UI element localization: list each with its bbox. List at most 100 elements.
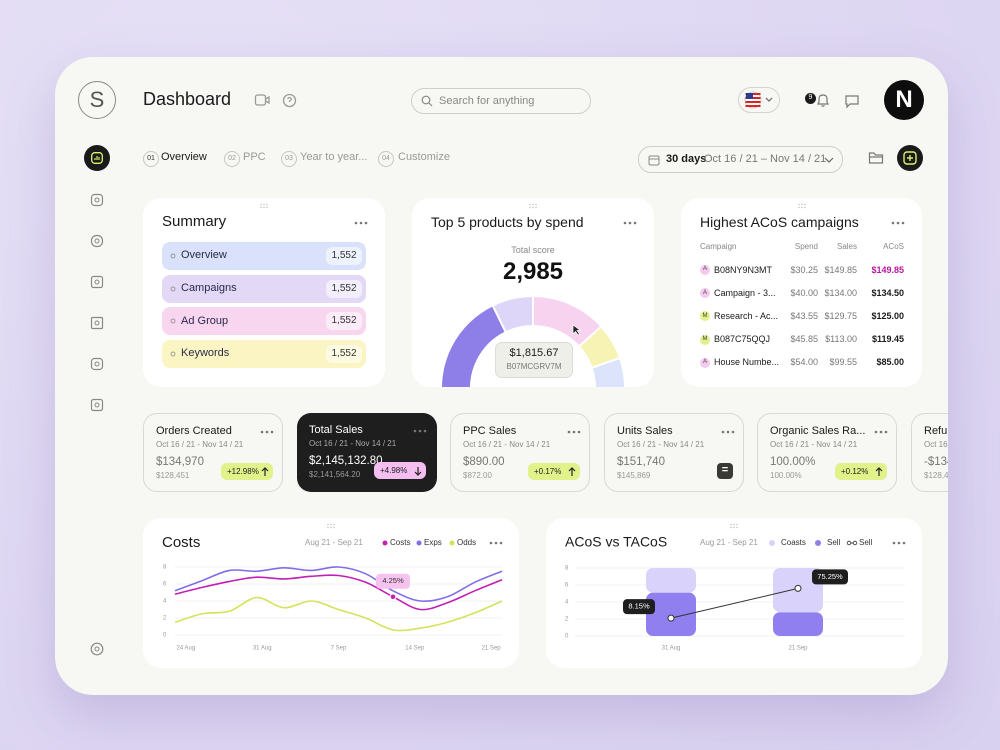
badge-letter: A <box>702 289 707 296</box>
dot <box>489 541 493 545</box>
change-text: +0.12% <box>841 466 869 476</box>
kpi-card[interactable]: PPC Sales Oct 16 / 21 - Nov 14 / 21 $890.0… <box>450 413 590 492</box>
search-icon <box>421 95 433 107</box>
badge-letter: M <box>702 335 708 342</box>
kpi-card[interactable]: Refun Oct 16 / 21 - Nov 14 / 21 -$134 $128,… <box>911 413 948 492</box>
summary-value: 1,552 <box>331 282 357 294</box>
summary-row[interactable]: Campaigns 1,552 <box>162 274 366 303</box>
row-dot <box>170 286 176 292</box>
drag-handle <box>529 203 537 209</box>
sidebar-item[interactable] <box>90 357 104 371</box>
plus-icon <box>903 151 917 165</box>
column-header: Spend <box>794 242 818 252</box>
annotation-label: 8.15% <box>628 602 650 611</box>
sidebar-item-active[interactable] <box>84 145 110 171</box>
sidebar-item[interactable] <box>90 275 104 289</box>
trend-arrow <box>261 467 269 476</box>
dot <box>891 221 895 225</box>
dot <box>733 526 735 529</box>
dot <box>798 206 800 209</box>
kpi-title: Total Sales <box>309 424 363 437</box>
cursor <box>572 324 582 336</box>
campaign-name: Research - Ac... <box>714 311 779 321</box>
more-icon <box>891 221 905 225</box>
icon <box>648 155 660 166</box>
kpi-range: Oct 16 / 21 - Nov 14 / 21 <box>770 440 858 450</box>
more-icon <box>489 541 503 545</box>
dot <box>260 430 264 434</box>
dot <box>327 526 329 529</box>
value-pill: 1,552 <box>326 345 362 364</box>
dot <box>266 206 268 209</box>
kpi-card[interactable]: Organic Sales Ra... Oct 16 / 21 - Nov 14 … <box>757 413 897 492</box>
badge-letter: A <box>702 359 707 366</box>
campaign-spend: $30.25 <box>790 264 818 275</box>
logo: S <box>78 81 116 119</box>
annotation-point <box>389 593 397 601</box>
icon <box>845 95 859 109</box>
icon <box>824 157 834 163</box>
summary-row[interactable]: Ad Group 1,552 <box>162 307 366 336</box>
y-tick-label: 8 <box>163 565 167 571</box>
trend-arrow <box>875 467 883 476</box>
summary-row[interactable]: Overview 1,552 <box>162 242 366 270</box>
card-title: Top 5 products by spend <box>431 213 584 230</box>
tab-number-circle[interactable]: 03 <box>281 151 297 167</box>
y-tick-label: 2 <box>565 617 569 623</box>
change-text: +12.98% <box>227 466 259 476</box>
tab-number-circle[interactable]: 04 <box>378 151 394 167</box>
dot <box>730 526 732 529</box>
tab-number: 03 <box>285 154 293 162</box>
score-value: 2,985 <box>502 257 564 285</box>
dot <box>901 221 905 225</box>
sidebar-item[interactable] <box>90 193 104 207</box>
donut-segment <box>590 356 626 387</box>
summary-row[interactable]: Keywords 1,552 <box>162 340 366 369</box>
y-tick-label: 4 <box>163 599 167 605</box>
dot <box>330 523 332 526</box>
bar-segment <box>646 568 696 593</box>
kpi-range: Oct 16 / 21 - Nov 14 / 21 <box>309 439 397 449</box>
video-icon <box>254 94 270 106</box>
dot <box>633 221 637 225</box>
sidebar-item[interactable] <box>90 398 104 412</box>
help-icon <box>282 93 297 108</box>
icon <box>282 93 297 108</box>
kpi-card[interactable]: Total Sales Oct 16 / 21 - Nov 14 / 21 $2,1… <box>297 413 437 492</box>
badge-letter: M <box>702 312 708 319</box>
kpi-card[interactable]: Units Sales Oct 16 / 21 - Nov 14 / 21 $151… <box>604 413 744 492</box>
sidebar-item[interactable] <box>90 642 104 656</box>
notification-badge: 9 <box>805 93 816 104</box>
line-series <box>174 574 503 611</box>
dot <box>260 206 262 209</box>
sidebar-item[interactable] <box>90 316 104 330</box>
sidebar-item[interactable] <box>90 234 104 248</box>
tab-number-circle[interactable]: 02 <box>224 151 240 167</box>
icon <box>428 102 433 107</box>
add-button[interactable] <box>897 145 923 171</box>
date-picker[interactable]: 30 days Oct 16 / 21 – Nov 14 / 21 <box>638 146 843 173</box>
campaign-acos: $119.45 <box>871 334 904 345</box>
icon <box>90 642 104 656</box>
chart-title: Costs <box>162 534 200 551</box>
chat-icon <box>845 95 859 109</box>
summary-label: Campaigns <box>181 282 237 295</box>
campaign-sales: $129.75 <box>824 311 857 321</box>
dot <box>263 203 265 206</box>
language-select[interactable] <box>738 87 780 113</box>
annotation-box <box>623 599 655 615</box>
search-box[interactable]: Search for anything <box>411 88 591 114</box>
tab-number-circle[interactable]: 01 <box>143 151 159 167</box>
kpi-card[interactable]: Orders Created Oct 16 / 21 - Nov 14 / 21 $… <box>143 413 283 492</box>
dot <box>354 221 358 225</box>
chevron <box>765 97 773 102</box>
dot <box>736 526 738 529</box>
more-icon <box>413 429 427 433</box>
dot <box>726 430 730 434</box>
campaign-name: House Numbe... <box>714 357 780 368</box>
icon <box>94 279 100 285</box>
dot <box>798 203 800 206</box>
avatar[interactable]: N <box>884 80 924 120</box>
icon <box>90 193 104 207</box>
legend-swatch <box>416 540 422 546</box>
